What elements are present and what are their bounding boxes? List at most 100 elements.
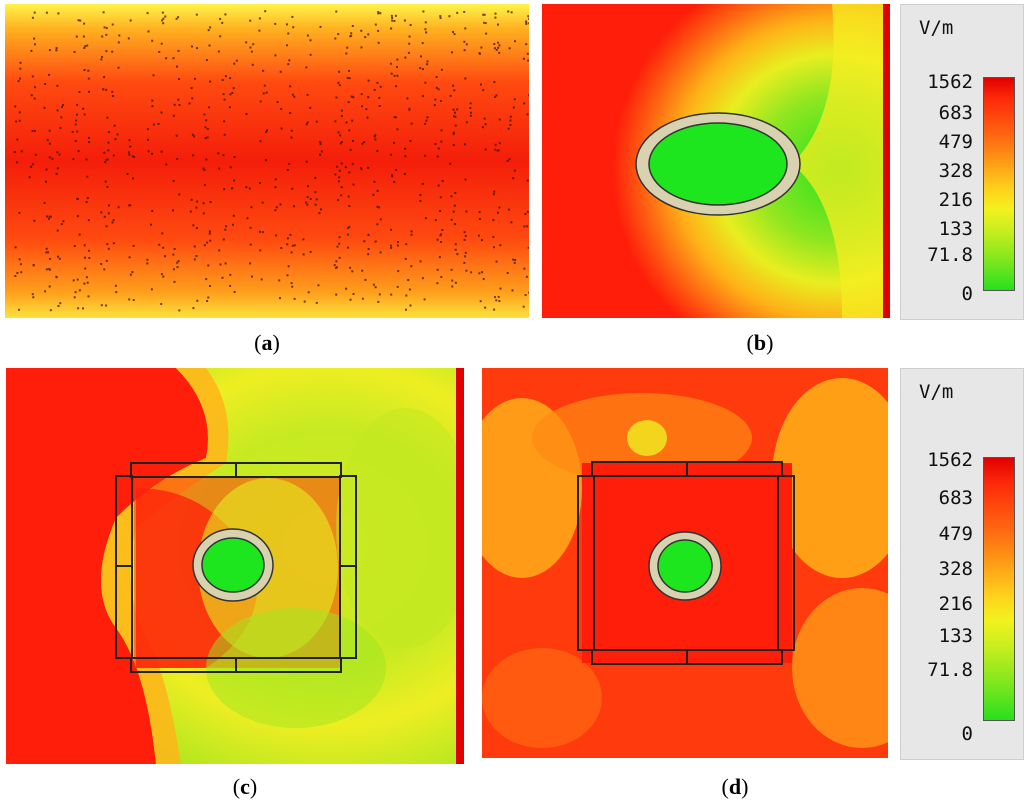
speckle-dot <box>118 34 121 37</box>
speckle-dot <box>222 154 225 157</box>
speckle-dot <box>233 156 236 158</box>
speckle-dot <box>363 240 366 243</box>
speckle-dot <box>161 11 164 14</box>
field-map-a-image <box>5 4 529 318</box>
speckle-dot <box>524 294 527 296</box>
speckle-dot <box>274 22 277 25</box>
speckle-dot <box>303 300 306 303</box>
speckle-dot <box>335 96 338 99</box>
speckle-dot <box>528 22 529 25</box>
speckle-dot <box>207 264 210 267</box>
speckle-dot <box>76 103 79 106</box>
speckle-dot <box>75 35 78 38</box>
speckle-dot <box>379 251 382 254</box>
speckle-dot <box>31 130 34 133</box>
speckle-dot <box>506 160 509 162</box>
speckle-dot <box>433 104 436 107</box>
speckle-dot <box>340 141 343 143</box>
speckle-dot <box>423 298 426 301</box>
speckle-dot <box>77 19 80 22</box>
speckle-dot <box>20 271 23 274</box>
speckle-dot <box>57 305 60 307</box>
speckle-dot <box>158 243 161 246</box>
speckle-dot <box>404 257 407 260</box>
speckle-dot <box>320 208 322 211</box>
speckle-dot <box>87 69 90 72</box>
speckle-dot <box>422 10 425 13</box>
speckle-dot <box>483 13 486 16</box>
speckle-dot <box>493 190 496 193</box>
speckle-dot <box>46 139 49 142</box>
speckle-dot <box>448 15 451 18</box>
speckle-dot <box>309 250 312 253</box>
speckle-dot <box>410 265 413 268</box>
speckle-dot <box>16 138 19 141</box>
speckle-dot <box>48 268 51 270</box>
speckle-dot <box>348 205 351 207</box>
legend-tick: 479 <box>938 131 973 153</box>
speckle-dot <box>14 275 17 277</box>
speckle-dot <box>229 273 232 276</box>
speckle-dot <box>205 278 208 281</box>
speckle-dot <box>162 22 165 25</box>
speckle-dot <box>524 213 527 215</box>
speckle-dot <box>177 16 180 19</box>
speckle-dot <box>309 39 312 42</box>
speckle-dot <box>451 279 454 282</box>
legend-color-bar <box>983 457 1015 721</box>
speckle-dot <box>510 11 513 14</box>
speckle-dot <box>190 198 193 201</box>
speckle-dot <box>195 227 198 229</box>
speckle-dot <box>346 46 349 49</box>
speckle-dot <box>361 105 363 108</box>
speckle-dot <box>222 93 225 96</box>
speckle-dot <box>177 98 180 101</box>
speckle-dot <box>83 22 86 25</box>
speckle-dot <box>209 285 211 287</box>
speckle-dot <box>484 306 487 309</box>
field-map-c-image <box>6 368 464 764</box>
speckle-dot <box>480 46 483 49</box>
speckle-dot <box>49 257 52 260</box>
speckle-dot <box>377 11 380 14</box>
speckle-dot <box>49 215 52 218</box>
speckle-dot <box>333 264 336 267</box>
speckle-dot <box>494 143 497 146</box>
speckle-dot <box>131 271 134 274</box>
speckle-dot <box>128 139 131 142</box>
speckle-dot <box>286 44 288 47</box>
speckle-dot <box>390 14 393 17</box>
speckle-dot <box>206 241 209 244</box>
speckle-dot <box>87 77 90 80</box>
speckle-dot <box>111 90 114 93</box>
speckle-dot <box>291 285 294 288</box>
speckle-dot <box>439 17 442 20</box>
speckle-dot <box>404 155 407 158</box>
speckle-dot <box>228 106 231 109</box>
speckle-dot <box>479 300 482 303</box>
speckle-dot <box>482 89 485 92</box>
speckle-dot <box>31 75 34 78</box>
speckle-dot <box>346 77 349 79</box>
speckle-dot <box>315 198 318 201</box>
speckle-dot <box>88 141 91 144</box>
speckle-dot <box>364 278 367 281</box>
speckle-dot <box>17 80 20 83</box>
speckle-dot <box>340 115 343 118</box>
speckle-dot <box>376 189 379 192</box>
speckle-dot <box>104 161 107 164</box>
speckle-dot <box>245 113 248 115</box>
speckle-dot <box>105 27 108 30</box>
speckle-dot <box>176 261 179 264</box>
speckle-dot <box>390 246 393 249</box>
speckle-dot <box>147 138 150 141</box>
speckle-dot <box>452 131 455 134</box>
speckle-dot <box>293 95 296 98</box>
speckle-dot <box>131 155 134 158</box>
legend-tick: 216 <box>938 593 973 615</box>
speckle-dot <box>55 49 58 52</box>
speckle-dot <box>204 126 207 129</box>
speckle-dot <box>422 68 424 71</box>
speckle-dot <box>338 176 341 179</box>
speckle-dot <box>377 41 380 44</box>
